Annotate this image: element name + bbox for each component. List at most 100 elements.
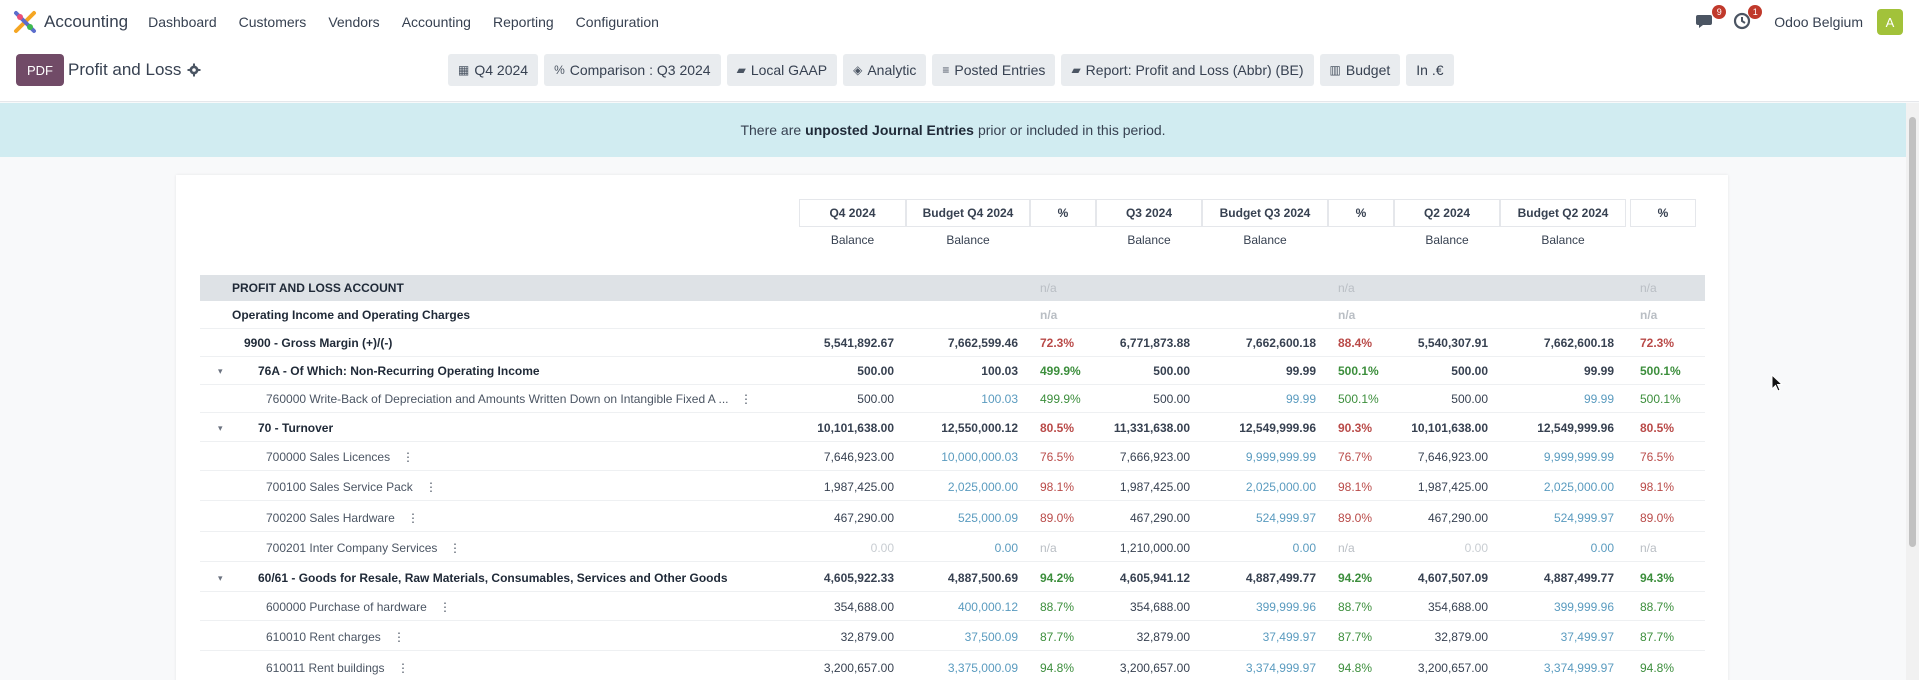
filter-posted-entries[interactable]: ≡ Posted Entries bbox=[932, 54, 1056, 86]
cell-q2-2024[interactable]: 4,607,507.09 bbox=[1417, 571, 1488, 585]
cell-q2-2024[interactable]: 1,987,425.00 bbox=[1417, 480, 1488, 494]
menu-reporting[interactable]: Reporting bbox=[492, 14, 554, 30]
cell-budget-q2-2024[interactable]: 3,374,999.97 bbox=[1543, 661, 1614, 675]
filter-date[interactable]: ▦ Q4 2024 bbox=[448, 54, 539, 86]
cell-budget-q2-2024[interactable]: 99.99 bbox=[1583, 392, 1614, 406]
cell-q3-2024[interactable]: 1,210,000.00 bbox=[1119, 541, 1190, 555]
cell-q2-2024[interactable]: 500.00 bbox=[1451, 364, 1488, 378]
cell-budget-q3-2024[interactable]: 524,999.97 bbox=[1255, 511, 1316, 525]
cell-q3-2024[interactable]: 354,688.00 bbox=[1129, 600, 1190, 614]
cell-q3-2024[interactable]: 32,879.00 bbox=[1136, 630, 1190, 644]
line-options-icon[interactable]: ⋮ bbox=[402, 450, 414, 464]
caret-down-icon[interactable]: ▾ bbox=[218, 573, 223, 583]
report-row-gross-margin[interactable]: 9900 - Gross Margin (+)/(-) 5,541,892.67 7… bbox=[200, 330, 1705, 356]
report-row-sales-service-pack[interactable]: 700100 Sales Service Pack ⋮ 1,987,425.00 2,… bbox=[200, 474, 1705, 500]
line-options-icon[interactable]: ⋮ bbox=[425, 480, 437, 494]
line-options-icon[interactable]: ⋮ bbox=[740, 392, 752, 406]
cell-budget-q3-2024[interactable]: 3,374,999.97 bbox=[1245, 661, 1316, 675]
cell-budget-q2-2024[interactable]: 524,999.97 bbox=[1553, 511, 1614, 525]
cell-budget-q4-2024[interactable]: 10,000,000.03 bbox=[941, 450, 1018, 464]
cell-budget-q4-2024[interactable]: 0.00 bbox=[994, 541, 1018, 555]
cell-budget-q3-2024[interactable]: 399,999.96 bbox=[1255, 600, 1316, 614]
cell-q4-2024[interactable]: 354,688.00 bbox=[833, 600, 894, 614]
cell-q3-2024[interactable]: 500.00 bbox=[1153, 392, 1190, 406]
report-row-rent-buildings[interactable]: 610011 Rent buildings ⋮ 3,200,657.00 3,375,… bbox=[200, 655, 1705, 680]
cell-budget-q3-2024[interactable]: 9,999,999.99 bbox=[1245, 450, 1316, 464]
cell-budget-q3-2024[interactable]: 4,887,499.77 bbox=[1245, 571, 1316, 585]
pdf-button[interactable]: PDF bbox=[16, 54, 64, 86]
cell-q2-2024[interactable]: 3,200,657.00 bbox=[1417, 661, 1488, 675]
cell-budget-q3-2024[interactable]: 7,662,600.18 bbox=[1245, 336, 1316, 350]
cell-budget-q2-2024[interactable]: 7,662,600.18 bbox=[1543, 336, 1614, 350]
cell-budget-q4-2024[interactable]: 4,887,500.69 bbox=[947, 571, 1018, 585]
cell-q2-2024[interactable]: 0.00 bbox=[1464, 541, 1488, 555]
cell-q2-2024[interactable]: 354,688.00 bbox=[1427, 600, 1488, 614]
column-header-pct-q3[interactable]: % bbox=[1328, 199, 1394, 227]
report-row-turnover[interactable]: ▾ 70 - Turnover 10,101,638.00 12,550,000.12… bbox=[200, 415, 1705, 441]
cell-budget-q2-2024[interactable]: 399,999.96 bbox=[1553, 600, 1614, 614]
cell-budget-q4-2024[interactable]: 2,025,000.00 bbox=[947, 480, 1018, 494]
activities-button[interactable]: 1 bbox=[1732, 5, 1763, 33]
report-row-inter-company[interactable]: 700201 Inter Company Services ⋮ 0.00 0.00 n/… bbox=[200, 535, 1705, 561]
cell-budget-q4-2024[interactable]: 525,000.09 bbox=[957, 511, 1018, 525]
line-options-icon[interactable]: ⋮ bbox=[407, 511, 419, 525]
cell-q3-2024[interactable]: 11,331,638.00 bbox=[1113, 421, 1190, 435]
company-switcher[interactable]: Odoo Belgium bbox=[1774, 14, 1863, 30]
filter-budget[interactable]: ▥ Budget bbox=[1319, 54, 1401, 86]
filter-currency[interactable]: In .€ bbox=[1406, 54, 1454, 86]
cell-budget-q4-2024[interactable]: 3,375,000.09 bbox=[947, 661, 1018, 675]
menu-configuration[interactable]: Configuration bbox=[575, 14, 659, 30]
scrollbar-thumb[interactable] bbox=[1909, 117, 1916, 547]
app-name[interactable]: Accounting bbox=[44, 12, 129, 31]
cell-budget-q4-2024[interactable]: 12,550,000.12 bbox=[941, 421, 1018, 435]
cell-budget-q4-2024[interactable]: 100.03 bbox=[981, 364, 1018, 378]
menu-customers[interactable]: Customers bbox=[238, 14, 307, 30]
caret-down-icon[interactable]: ▾ bbox=[218, 366, 223, 376]
report-row-sales-hardware[interactable]: 700200 Sales Hardware ⋮ 467,290.00 525,000.… bbox=[200, 505, 1705, 531]
cell-q4-2024[interactable]: 467,290.00 bbox=[833, 511, 894, 525]
column-header-q4-2024[interactable]: Q4 2024 bbox=[799, 199, 906, 227]
cell-q4-2024[interactable]: 500.00 bbox=[857, 392, 894, 406]
cell-q3-2024[interactable]: 467,290.00 bbox=[1129, 511, 1190, 525]
cell-q4-2024[interactable]: 5,541,892.67 bbox=[823, 336, 894, 350]
cell-q3-2024[interactable]: 1,987,425.00 bbox=[1119, 480, 1190, 494]
cell-budget-q3-2024[interactable]: 99.99 bbox=[1285, 392, 1316, 406]
report-row-sales-licences[interactable]: 700000 Sales Licences ⋮ 7,646,923.00 10,000… bbox=[200, 444, 1705, 470]
cell-budget-q2-2024[interactable]: 0.00 bbox=[1590, 541, 1614, 555]
cell-q2-2024[interactable]: 32,879.00 bbox=[1434, 630, 1488, 644]
caret-down-icon[interactable]: ▾ bbox=[218, 423, 223, 433]
alert-unposted-link[interactable]: unposted Journal Entries bbox=[805, 122, 974, 138]
menu-dashboard[interactable]: Dashboard bbox=[148, 14, 217, 30]
cell-q3-2024[interactable]: 6,771,873.88 bbox=[1119, 336, 1190, 350]
line-options-icon[interactable]: ⋮ bbox=[397, 661, 409, 675]
cell-budget-q2-2024[interactable]: 99.99 bbox=[1583, 364, 1614, 378]
line-options-icon[interactable]: ⋮ bbox=[393, 630, 405, 644]
cell-q2-2024[interactable]: 500.00 bbox=[1451, 392, 1488, 406]
filter-report-variant[interactable]: ▰ Report: Profit and Loss (Abbr) (BE) bbox=[1061, 54, 1314, 86]
cell-budget-q3-2024[interactable]: 12,549,999.96 bbox=[1239, 421, 1316, 435]
cell-budget-q4-2024[interactable]: 100.03 bbox=[981, 392, 1018, 406]
page-scrollbar[interactable] bbox=[1906, 103, 1919, 680]
filter-gaap[interactable]: ▰ Local GAAP bbox=[726, 54, 838, 86]
cell-budget-q3-2024[interactable]: 2,025,000.00 bbox=[1245, 480, 1316, 494]
messages-button[interactable]: 9 bbox=[1696, 5, 1727, 33]
cell-q2-2024[interactable]: 7,646,923.00 bbox=[1417, 450, 1488, 464]
column-header-budget-q3-2024[interactable]: Budget Q3 2024 bbox=[1202, 199, 1328, 227]
cell-budget-q3-2024[interactable]: 0.00 bbox=[1292, 541, 1316, 555]
report-row-non-recurring-income[interactable]: ▾ 76A - Of Which: Non-Recurring Operating… bbox=[200, 358, 1705, 384]
cell-q4-2024[interactable]: 3,200,657.00 bbox=[823, 661, 894, 675]
report-row-operating-income[interactable]: Operating Income and Operating Charges n/… bbox=[200, 302, 1705, 328]
cell-q4-2024[interactable]: 32,879.00 bbox=[840, 630, 894, 644]
user-avatar[interactable]: A bbox=[1877, 9, 1903, 35]
gear-icon[interactable] bbox=[187, 63, 201, 77]
filter-analytic[interactable]: ◈ Analytic bbox=[843, 54, 927, 86]
column-header-pct-q2[interactable]: % bbox=[1630, 199, 1696, 227]
cell-q4-2024[interactable]: 10,101,638.00 bbox=[817, 421, 894, 435]
report-row-pl-account[interactable]: PROFIT AND LOSS ACCOUNT n/a n/a n/a bbox=[200, 275, 1705, 301]
cell-budget-q4-2024[interactable]: 400,000.12 bbox=[957, 600, 1018, 614]
cell-budget-q2-2024[interactable]: 4,887,499.77 bbox=[1543, 571, 1614, 585]
line-options-icon[interactable]: ⋮ bbox=[449, 541, 461, 555]
column-header-budget-q2-2024[interactable]: Budget Q2 2024 bbox=[1500, 199, 1626, 227]
cell-q3-2024[interactable]: 3,200,657.00 bbox=[1119, 661, 1190, 675]
column-header-pct-q4[interactable]: % bbox=[1030, 199, 1096, 227]
